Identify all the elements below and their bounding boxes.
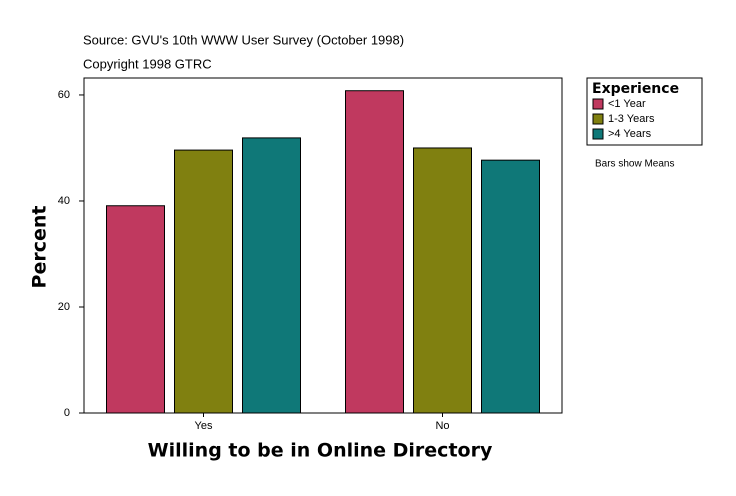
y-tick-label: 0: [64, 407, 70, 419]
x-axis-title: Willing to be in Online Directory: [148, 440, 493, 462]
bar: [242, 137, 301, 414]
y-tick-label: 20: [58, 301, 70, 313]
legend-item: <1 Year: [608, 98, 646, 110]
legend-item: >4 Years: [608, 128, 652, 140]
legend-title: Experience: [592, 81, 679, 97]
y-tick-label: 60: [58, 89, 70, 101]
bar: [106, 205, 165, 414]
bar: [481, 159, 540, 414]
legend-swatch: [592, 98, 604, 110]
bar: [413, 147, 472, 414]
x-tick-label: No: [435, 420, 449, 432]
bar: [345, 90, 404, 414]
y-axis-title: Percent: [29, 206, 51, 289]
legend-swatch: [592, 113, 604, 125]
x-tick-label: Yes: [195, 420, 213, 432]
note: Bars show Means: [595, 159, 674, 170]
legend: [586, 77, 703, 146]
y-tick-label: 40: [58, 195, 70, 207]
chart-title: Source: GVU's 10th WWW User Survey (Octo…: [83, 32, 404, 47]
legend-item: 1-3 Years: [608, 113, 655, 125]
chart-subtitle: Copyright 1998 GTRC: [83, 56, 212, 71]
legend-swatch: [592, 128, 604, 140]
bar: [174, 149, 233, 414]
